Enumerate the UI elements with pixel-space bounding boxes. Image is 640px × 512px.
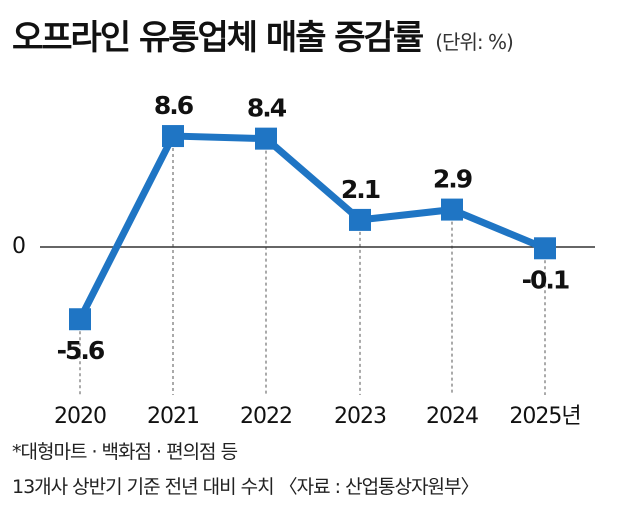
unit-label: (단위: %) (435, 30, 514, 54)
data-point-marker (441, 198, 463, 221)
x-tick-label: 2020 (54, 404, 106, 429)
data-value-label: 2.1 (341, 175, 380, 204)
data-point-marker (162, 125, 184, 148)
markers (69, 125, 556, 331)
x-tick-label: 2025년 (509, 404, 580, 429)
zero-tick-label: 0 (12, 234, 26, 259)
data-value-label: 8.4 (247, 94, 287, 123)
footnote-line-1: *대형마트 · 백화점 · 편의점 등 (12, 441, 238, 463)
data-value-label: -0.1 (522, 265, 569, 294)
x-tick-label: 2023 (334, 404, 386, 429)
chart-title: 오프라인 유통업체 매출 증감률 (12, 18, 424, 58)
data-value-label: 8.6 (154, 91, 194, 120)
data-value-label: 2.9 (433, 165, 472, 194)
data-point-marker (349, 208, 371, 231)
data-point-marker (534, 237, 556, 260)
dashed-guides (79, 136, 546, 395)
x-tick-label: 2024 (426, 404, 478, 429)
x-axis-labels: 2020 2021 2022 2023 2024 2025년 (54, 404, 582, 429)
footnote-line-2: 13개사 상반기 기준 전년 대비 수치 〈자료 : 산업통상자원부〉 (12, 476, 479, 498)
title-row: 오프라인 유통업체 매출 증감률 (단위: %) (12, 10, 632, 58)
series-line (76, 132, 547, 321)
value-labels: -5.6 8.6 8.4 2.1 2.9 -0.1 (57, 91, 571, 365)
x-tick-label: 2021 (147, 404, 199, 429)
data-value-label: -5.6 (57, 336, 105, 365)
x-tick-label: 2022 (240, 404, 292, 429)
data-point-marker (69, 308, 91, 331)
data-point-marker (255, 127, 277, 150)
